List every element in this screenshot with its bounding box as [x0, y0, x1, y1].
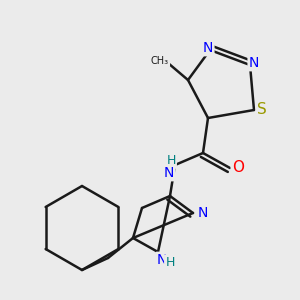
Text: N: N [164, 166, 174, 180]
Text: CH₃: CH₃ [151, 56, 169, 66]
Text: N: N [249, 56, 259, 70]
Text: O: O [232, 160, 244, 175]
Text: N: N [157, 253, 167, 267]
Text: N: N [203, 41, 213, 55]
Text: S: S [257, 103, 267, 118]
Text: N: N [198, 206, 208, 220]
Text: H: H [165, 256, 175, 268]
Text: H: H [166, 154, 176, 167]
